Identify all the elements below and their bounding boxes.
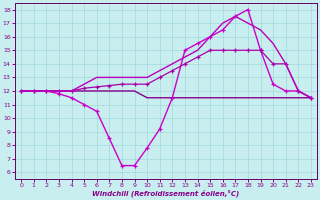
X-axis label: Windchill (Refroidissement éolien,°C): Windchill (Refroidissement éolien,°C): [92, 190, 240, 197]
